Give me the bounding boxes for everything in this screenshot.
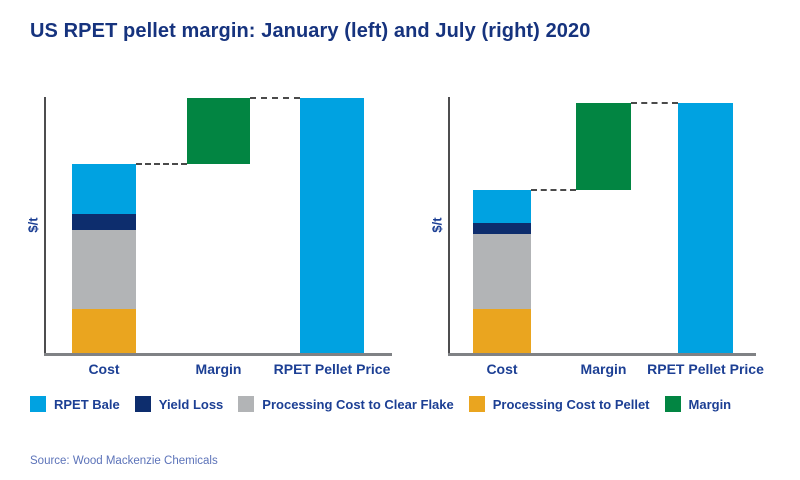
source-text: Source: Wood Mackenzie Chemicals — [30, 455, 218, 467]
legend-swatch-margin — [664, 396, 681, 412]
page-title: US RPET pellet margin: January (left) an… — [30, 20, 591, 42]
plot-area — [46, 97, 392, 353]
legend-swatch-rpet-bale — [30, 396, 46, 412]
legend-swatch-processing-cost-to-pellet — [468, 396, 485, 412]
cost-segment-yield-loss — [72, 213, 136, 230]
cost-segment-processing-cost-to-clear-flake — [72, 229, 136, 309]
dashed-connector-margin-to-price — [631, 102, 678, 105]
legend-item-rpet-bale: RPET Bale — [30, 396, 120, 412]
dashed-connector-cost-to-margin — [136, 162, 187, 165]
x-label-rpet-pellet-price: RPET Pellet Price — [647, 361, 764, 377]
legend-item-processing-cost-to-clear-flake: Processing Cost to Clear Flake — [238, 396, 454, 412]
pellet-price-bar — [678, 103, 733, 353]
legend-label: RPET Bale — [54, 396, 120, 412]
legend-item-yield-loss: Yield Loss — [134, 396, 224, 412]
legend: RPET Bale Yield Loss Processing Cost to Cl… — [30, 396, 731, 412]
y-axis-line — [448, 97, 450, 353]
y-axis-line — [44, 97, 46, 353]
legend-label: Processing Cost to Clear Flake — [262, 396, 454, 412]
pellet-price-bar — [300, 98, 364, 353]
cost-segment-rpet-bale — [72, 163, 136, 214]
margin-bar — [576, 103, 631, 191]
dashed-connector-margin-to-price — [250, 97, 300, 99]
y-axis-label: $/t — [429, 217, 445, 233]
legend-item-margin: Margin — [664, 396, 732, 412]
plot-area — [450, 97, 756, 353]
x-label-cost: Cost — [88, 361, 120, 377]
legend-swatch-processing-cost-to-clear-flake — [238, 396, 255, 412]
x-label-margin: Margin — [580, 361, 627, 377]
cost-segment-processing-cost-to-pellet — [72, 308, 136, 353]
x-axis-line — [44, 353, 392, 356]
cost-segment-processing-cost-to-pellet — [473, 308, 531, 353]
x-axis-line — [448, 353, 756, 356]
legend-swatch-yield-loss — [134, 396, 151, 412]
legend-label: Yield Loss — [158, 396, 224, 412]
margin-bar — [187, 98, 250, 164]
dashed-connector-cost-to-margin — [531, 189, 576, 192]
legend-label: Processing Cost to Pellet — [492, 396, 650, 412]
x-label-rpet-pellet-price: RPET Pellet Price — [273, 361, 391, 377]
cost-segment-processing-cost-to-clear-flake — [473, 233, 531, 309]
legend-label: Margin — [688, 396, 732, 412]
x-label-margin: Margin — [195, 361, 242, 377]
legend-item-processing-cost-to-pellet: Processing Cost to Pellet — [468, 396, 650, 412]
x-label-cost: Cost — [486, 361, 518, 377]
cost-segment-yield-loss — [473, 222, 531, 234]
cost-segment-rpet-bale — [473, 190, 531, 223]
